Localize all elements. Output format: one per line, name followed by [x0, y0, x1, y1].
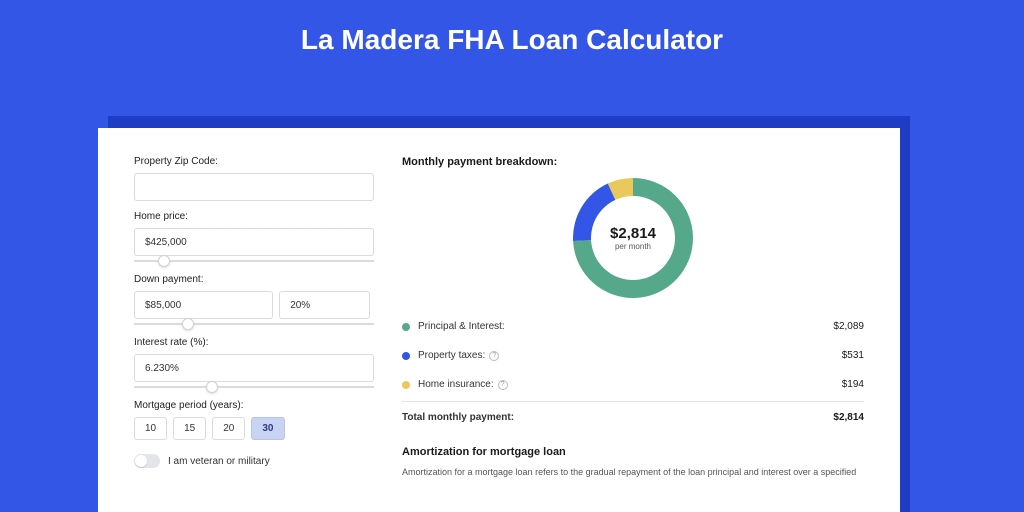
- interest-rate-field: Interest rate (%):: [134, 337, 374, 388]
- breakdown-item: Home insurance: ? $194: [402, 370, 864, 399]
- amortization-text: Amortization for a mortgage loan refers …: [402, 466, 864, 479]
- mortgage-period-label: Mortgage period (years):: [134, 400, 374, 411]
- interest-rate-slider[interactable]: [134, 386, 374, 388]
- home-price-input[interactable]: [134, 228, 374, 256]
- breakdown-label: Principal & Interest:: [418, 321, 505, 332]
- legend-dot: [402, 381, 410, 389]
- donut-chart: $2,814 per month: [573, 178, 693, 298]
- breakdown-item: Property taxes: ? $531: [402, 341, 864, 370]
- breakdown-item: Principal & Interest: $2,089: [402, 312, 864, 341]
- down-payment-input[interactable]: [134, 291, 273, 319]
- legend-dot: [402, 323, 410, 331]
- breakdown-value: $2,089: [833, 321, 864, 332]
- home-price-field: Home price:: [134, 211, 374, 262]
- zip-input[interactable]: [134, 173, 374, 201]
- donut-sub: per month: [615, 242, 651, 251]
- mortgage-period-options: 10 15 20 30: [134, 417, 374, 440]
- legend-dot: [402, 352, 410, 360]
- veteran-toggle-knob: [135, 455, 147, 467]
- veteran-field: I am veteran or military: [134, 454, 374, 468]
- info-icon[interactable]: ?: [498, 380, 508, 390]
- veteran-label: I am veteran or military: [168, 456, 270, 467]
- home-price-label: Home price:: [134, 211, 374, 222]
- interest-rate-label: Interest rate (%):: [134, 337, 374, 348]
- donut-center: $2,814 per month: [573, 178, 693, 298]
- mortgage-period-field: Mortgage period (years): 10 15 20 30: [134, 400, 374, 440]
- info-icon[interactable]: ?: [489, 351, 499, 361]
- mortgage-period-option-10[interactable]: 10: [134, 417, 167, 440]
- breakdown-label: Home insurance: ?: [418, 379, 508, 390]
- breakdown-value: $531: [842, 350, 864, 361]
- down-payment-label: Down payment:: [134, 274, 374, 285]
- mortgage-period-option-15[interactable]: 15: [173, 417, 206, 440]
- interest-rate-slider-thumb[interactable]: [206, 381, 218, 393]
- breakdown-list: Principal & Interest: $2,089 Property taxe…: [402, 312, 864, 399]
- down-payment-pct-input[interactable]: [279, 291, 370, 319]
- donut-chart-wrap: $2,814 per month: [402, 178, 864, 298]
- total-row: Total monthly payment: $2,814: [402, 401, 864, 432]
- total-label: Total monthly payment:: [402, 412, 514, 423]
- breakdown-column: Monthly payment breakdown: $2,814 per mo…: [374, 156, 864, 512]
- down-payment-field: Down payment:: [134, 274, 374, 325]
- down-payment-slider-thumb[interactable]: [182, 318, 194, 330]
- breakdown-title: Monthly payment breakdown:: [402, 156, 864, 168]
- donut-amount: $2,814: [610, 225, 656, 242]
- down-payment-slider[interactable]: [134, 323, 374, 325]
- home-price-slider[interactable]: [134, 260, 374, 262]
- total-value: $2,814: [833, 412, 864, 423]
- amortization-title: Amortization for mortgage loan: [402, 446, 864, 458]
- veteran-toggle[interactable]: [134, 454, 160, 468]
- breakdown-value: $194: [842, 379, 864, 390]
- home-price-slider-thumb[interactable]: [158, 255, 170, 267]
- interest-rate-input[interactable]: [134, 354, 374, 382]
- zip-label: Property Zip Code:: [134, 156, 374, 167]
- mortgage-period-option-20[interactable]: 20: [212, 417, 245, 440]
- calculator-panel: Property Zip Code: Home price: Down paym…: [98, 128, 900, 512]
- mortgage-period-option-30[interactable]: 30: [251, 417, 284, 440]
- form-column: Property Zip Code: Home price: Down paym…: [134, 156, 374, 512]
- zip-field: Property Zip Code:: [134, 156, 374, 201]
- breakdown-label: Property taxes: ?: [418, 350, 499, 361]
- page-title: La Madera FHA Loan Calculator: [0, 0, 1024, 74]
